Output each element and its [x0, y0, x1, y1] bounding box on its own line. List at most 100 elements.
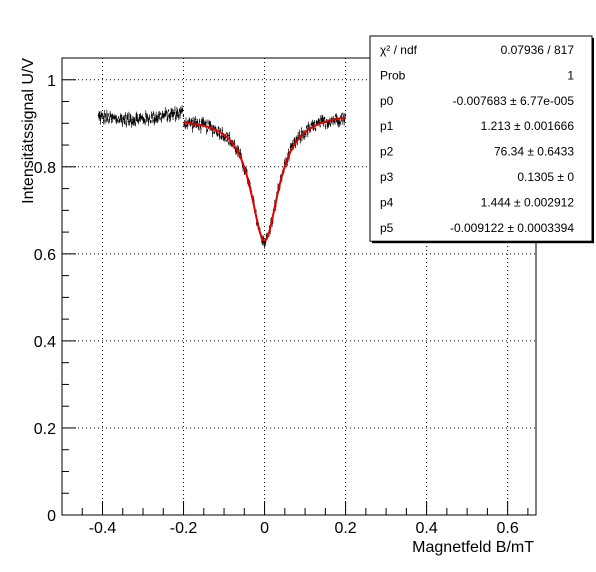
data-point	[168, 115, 170, 117]
data-point	[210, 128, 212, 130]
data-point	[180, 110, 183, 112]
data-point	[318, 121, 321, 124]
data-point	[333, 120, 336, 122]
label-layer: -0.4 -0.2 0 0.2 0.4 0.6 0 0.2 0.4 0.6 0.8 1 Magnetfe…	[20, 58, 534, 556]
data-point	[224, 136, 226, 138]
data-point	[176, 110, 178, 112]
data-point	[143, 119, 145, 121]
data-point	[211, 132, 214, 134]
data-point	[101, 114, 103, 116]
data-point	[265, 234, 267, 237]
data-point	[98, 115, 100, 117]
data-point	[145, 113, 147, 115]
data-point	[193, 121, 195, 123]
data-point	[114, 116, 116, 118]
data-point	[199, 125, 201, 128]
x-tick-label: -0.4	[89, 520, 117, 537]
data-point	[112, 116, 114, 118]
data-point	[213, 126, 215, 129]
data-point	[340, 115, 342, 117]
data-point	[185, 120, 187, 123]
data-point	[186, 125, 188, 127]
data-point	[150, 120, 152, 123]
data-point	[139, 116, 141, 118]
data-point	[191, 120, 193, 122]
stats-row-value: -0.007683 ± 6.77e-005	[453, 94, 575, 108]
data-point	[141, 116, 144, 118]
data-point	[289, 146, 291, 148]
data-point	[138, 120, 140, 122]
data-point	[216, 133, 218, 135]
data-point	[117, 120, 119, 123]
data-point	[308, 125, 310, 128]
data-point	[205, 121, 207, 124]
data-point	[200, 128, 202, 130]
data-point	[207, 121, 209, 123]
data-point	[197, 125, 199, 128]
data-point	[192, 120, 194, 122]
data-point	[171, 112, 173, 114]
data-point	[210, 124, 212, 126]
data-point	[286, 163, 288, 166]
data-point	[318, 119, 320, 121]
data-point	[189, 121, 191, 123]
stats-row-label: p1	[380, 119, 394, 133]
data-point	[236, 147, 238, 149]
data-point	[221, 135, 223, 137]
data-point	[142, 119, 144, 121]
y-tick-label: 0	[47, 508, 56, 525]
fit-curve	[183, 116, 346, 242]
data-point	[202, 120, 205, 122]
data-point	[181, 108, 183, 111]
data-point	[343, 121, 345, 123]
data-point	[134, 119, 136, 121]
data-point	[158, 114, 160, 116]
data-point	[186, 124, 188, 126]
data-point	[119, 119, 121, 121]
stats-row-value: 0.07936 / 817	[501, 43, 575, 57]
data-point	[132, 119, 134, 121]
data-point	[111, 114, 113, 117]
data-point	[97, 114, 100, 116]
data-point	[133, 121, 135, 123]
data-point	[182, 115, 184, 117]
stats-row-value: 1.213 ± 0.001666	[481, 119, 575, 133]
data-point	[341, 120, 343, 122]
data-point	[320, 118, 322, 120]
data-point	[132, 120, 135, 122]
data-point	[116, 119, 118, 121]
stats-row-label: χ² / ndf	[380, 43, 418, 57]
data-point	[291, 144, 293, 146]
data-point	[151, 115, 153, 117]
data-point	[335, 114, 337, 117]
tick-layer	[61, 79, 529, 516]
data-point	[217, 127, 219, 129]
data-point	[288, 157, 290, 159]
data-point	[245, 169, 247, 171]
data-point	[112, 117, 114, 119]
data-point	[158, 113, 160, 116]
data-point	[239, 152, 242, 154]
data-point	[228, 135, 230, 137]
data-point	[206, 129, 208, 131]
x-tick-label: 0	[260, 520, 269, 537]
data-point	[334, 120, 336, 122]
data-point	[165, 113, 167, 116]
data-point	[215, 127, 217, 129]
data-point	[128, 114, 130, 116]
data-point	[103, 119, 105, 121]
data-point	[160, 119, 162, 121]
data-point	[167, 109, 170, 112]
data-point	[147, 121, 149, 123]
data-point	[283, 162, 286, 164]
data-point	[127, 115, 129, 118]
data-point	[125, 123, 127, 125]
stats-row-value: 1.444 ± 0.002912	[481, 195, 575, 209]
data-point	[163, 115, 165, 118]
data-point	[123, 118, 125, 121]
data-point	[169, 116, 172, 118]
data-point	[316, 122, 318, 124]
data-point	[317, 121, 319, 123]
data-point	[149, 116, 151, 118]
data-point	[203, 123, 205, 125]
